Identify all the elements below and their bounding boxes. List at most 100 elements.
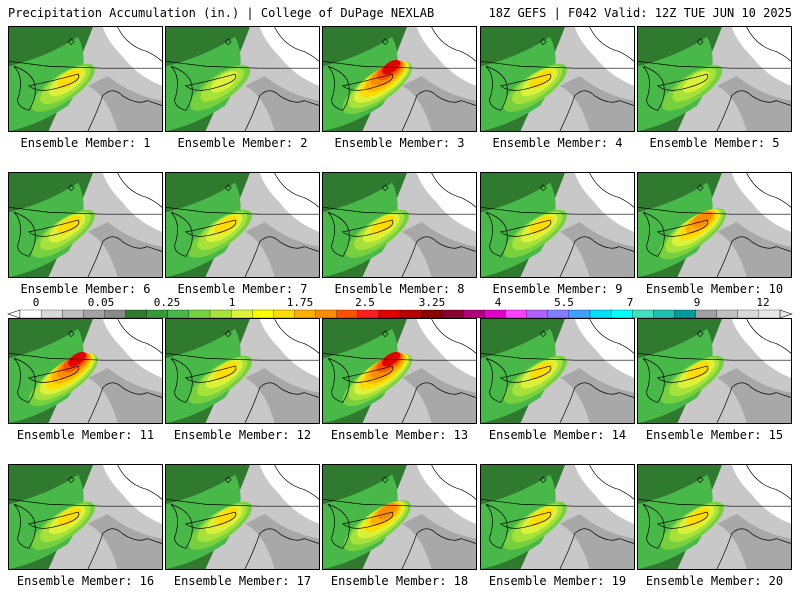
ensemble-member-label: Ensemble Member: 4 bbox=[492, 136, 623, 150]
colorbar-segment bbox=[294, 309, 317, 319]
ensemble-map-panel bbox=[8, 172, 163, 278]
ensemble-map-panel bbox=[8, 464, 163, 570]
colorbar-segment bbox=[653, 309, 675, 319]
colorbar-segment bbox=[589, 309, 612, 319]
ensemble-map-panel bbox=[637, 172, 792, 278]
colorbar-segment bbox=[19, 309, 42, 319]
valid-time-title: 18Z GEFS | F042 Valid: 12Z TUE JUN 10 20… bbox=[488, 6, 792, 20]
colorbar-segment bbox=[526, 309, 549, 319]
colorbar-segment bbox=[40, 309, 63, 319]
colorbar-segment bbox=[230, 309, 253, 319]
ensemble-member-label: Ensemble Member: 11 bbox=[16, 428, 155, 442]
ensemble-member-label: Ensemble Member: 8 bbox=[334, 282, 465, 296]
colorbar-tick-label: 0 bbox=[32, 296, 40, 309]
precip-map bbox=[638, 465, 791, 569]
precip-map bbox=[166, 465, 319, 569]
colorbar-max-arrow bbox=[779, 309, 793, 319]
precip-map bbox=[481, 27, 634, 131]
colorbar-segment bbox=[378, 309, 401, 319]
ensemble-map-panel bbox=[322, 318, 477, 424]
precip-map bbox=[9, 27, 162, 131]
colorbar-segment bbox=[547, 309, 570, 319]
ensemble-map-panel bbox=[637, 464, 792, 570]
ensemble-member-label: Ensemble Member: 7 bbox=[177, 282, 308, 296]
colorbar-tick-label: 0.05 bbox=[87, 296, 115, 309]
colorbar-segment bbox=[336, 309, 359, 319]
colorbar-segment bbox=[505, 309, 528, 319]
precip-map bbox=[323, 319, 476, 423]
colorbar-segment bbox=[83, 309, 105, 319]
colorbar-tick-label: 5.5 bbox=[554, 296, 574, 309]
ensemble-map-panel bbox=[8, 318, 163, 424]
colorbar-segment bbox=[632, 309, 654, 319]
ensemble-member-label: Ensemble Member: 13 bbox=[330, 428, 469, 442]
ensemble-map-panel bbox=[322, 172, 477, 278]
colorbar-segment bbox=[273, 309, 295, 319]
colorbar-tick-label: 2.5 bbox=[355, 296, 375, 309]
colorbar-segment bbox=[146, 309, 169, 319]
ensemble-map-panel bbox=[165, 172, 320, 278]
ensemble-member-label: Ensemble Member: 5 bbox=[649, 136, 780, 150]
precip-map bbox=[323, 173, 476, 277]
colorbar-segment bbox=[610, 309, 633, 319]
colorbar-tick-label: 12 bbox=[756, 296, 770, 309]
precip-map bbox=[9, 319, 162, 423]
ensemble-map-panel bbox=[322, 26, 477, 132]
ensemble-map-panel bbox=[637, 318, 792, 424]
colorbar-segment bbox=[399, 309, 422, 319]
colorbar-segment bbox=[252, 309, 274, 319]
ensemble-member-label: Ensemble Member: 6 bbox=[20, 282, 151, 296]
ensemble-member-label: Ensemble Member: 14 bbox=[488, 428, 627, 442]
ensemble-member-label: Ensemble Member: 9 bbox=[492, 282, 623, 296]
precip-map bbox=[638, 173, 791, 277]
ensemble-member-label: Ensemble Member: 19 bbox=[488, 574, 627, 588]
colorbar-segment bbox=[125, 309, 148, 319]
colorbar-segment bbox=[674, 309, 697, 319]
colorbar-tick-label: 7 bbox=[626, 296, 634, 309]
colorbar-segment bbox=[695, 309, 718, 319]
colorbar-segment bbox=[167, 309, 190, 319]
colorbar-segment bbox=[104, 309, 127, 319]
precip-map bbox=[166, 173, 319, 277]
ensemble-map-panel bbox=[165, 318, 320, 424]
colorbar-segment bbox=[716, 309, 739, 319]
ensemble-member-label: Ensemble Member: 10 bbox=[645, 282, 784, 296]
colorbar-segment bbox=[758, 309, 781, 319]
colorbar-segment bbox=[463, 309, 485, 319]
map-title: Precipitation Accumulation (in.) | Colle… bbox=[8, 6, 435, 20]
colorbar-tick-label: 4 bbox=[494, 296, 502, 309]
colorbar-segment bbox=[188, 309, 211, 319]
precip-map bbox=[638, 319, 791, 423]
colorbar-tick-label: 1 bbox=[228, 296, 236, 309]
ensemble-member-label: Ensemble Member: 3 bbox=[334, 136, 465, 150]
colorbar-segment bbox=[209, 309, 232, 319]
colorbar-tick-label: 0.25 bbox=[153, 296, 181, 309]
ensemble-map-panel bbox=[480, 172, 635, 278]
colorbar-segment bbox=[568, 309, 591, 319]
precip-map bbox=[323, 27, 476, 131]
ensemble-member-label: Ensemble Member: 20 bbox=[645, 574, 784, 588]
ensemble-map-panel bbox=[480, 26, 635, 132]
ensemble-member-label: Ensemble Member: 18 bbox=[330, 574, 469, 588]
precip-map bbox=[323, 465, 476, 569]
colorbar-segment bbox=[484, 309, 507, 319]
precip-map bbox=[481, 319, 634, 423]
precip-map bbox=[481, 465, 634, 569]
ensemble-map-panel bbox=[480, 464, 635, 570]
ensemble-member-label: Ensemble Member: 12 bbox=[173, 428, 312, 442]
colorbar-segment bbox=[737, 309, 760, 319]
colorbar-tick-label: 1.75 bbox=[286, 296, 314, 309]
precip-map bbox=[481, 173, 634, 277]
colorbar-segment bbox=[442, 309, 464, 319]
ensemble-member-label: Ensemble Member: 15 bbox=[645, 428, 784, 442]
ensemble-map-panel bbox=[322, 464, 477, 570]
ensemble-member-label: Ensemble Member: 17 bbox=[173, 574, 312, 588]
precip-map bbox=[166, 27, 319, 131]
precip-colorbar bbox=[7, 309, 793, 319]
precip-map bbox=[9, 465, 162, 569]
ensemble-map-panel bbox=[165, 26, 320, 132]
ensemble-member-label: Ensemble Member: 16 bbox=[16, 574, 155, 588]
colorbar-segment bbox=[62, 309, 84, 319]
ensemble-map-panel bbox=[637, 26, 792, 132]
colorbar-min-arrow bbox=[7, 309, 21, 319]
